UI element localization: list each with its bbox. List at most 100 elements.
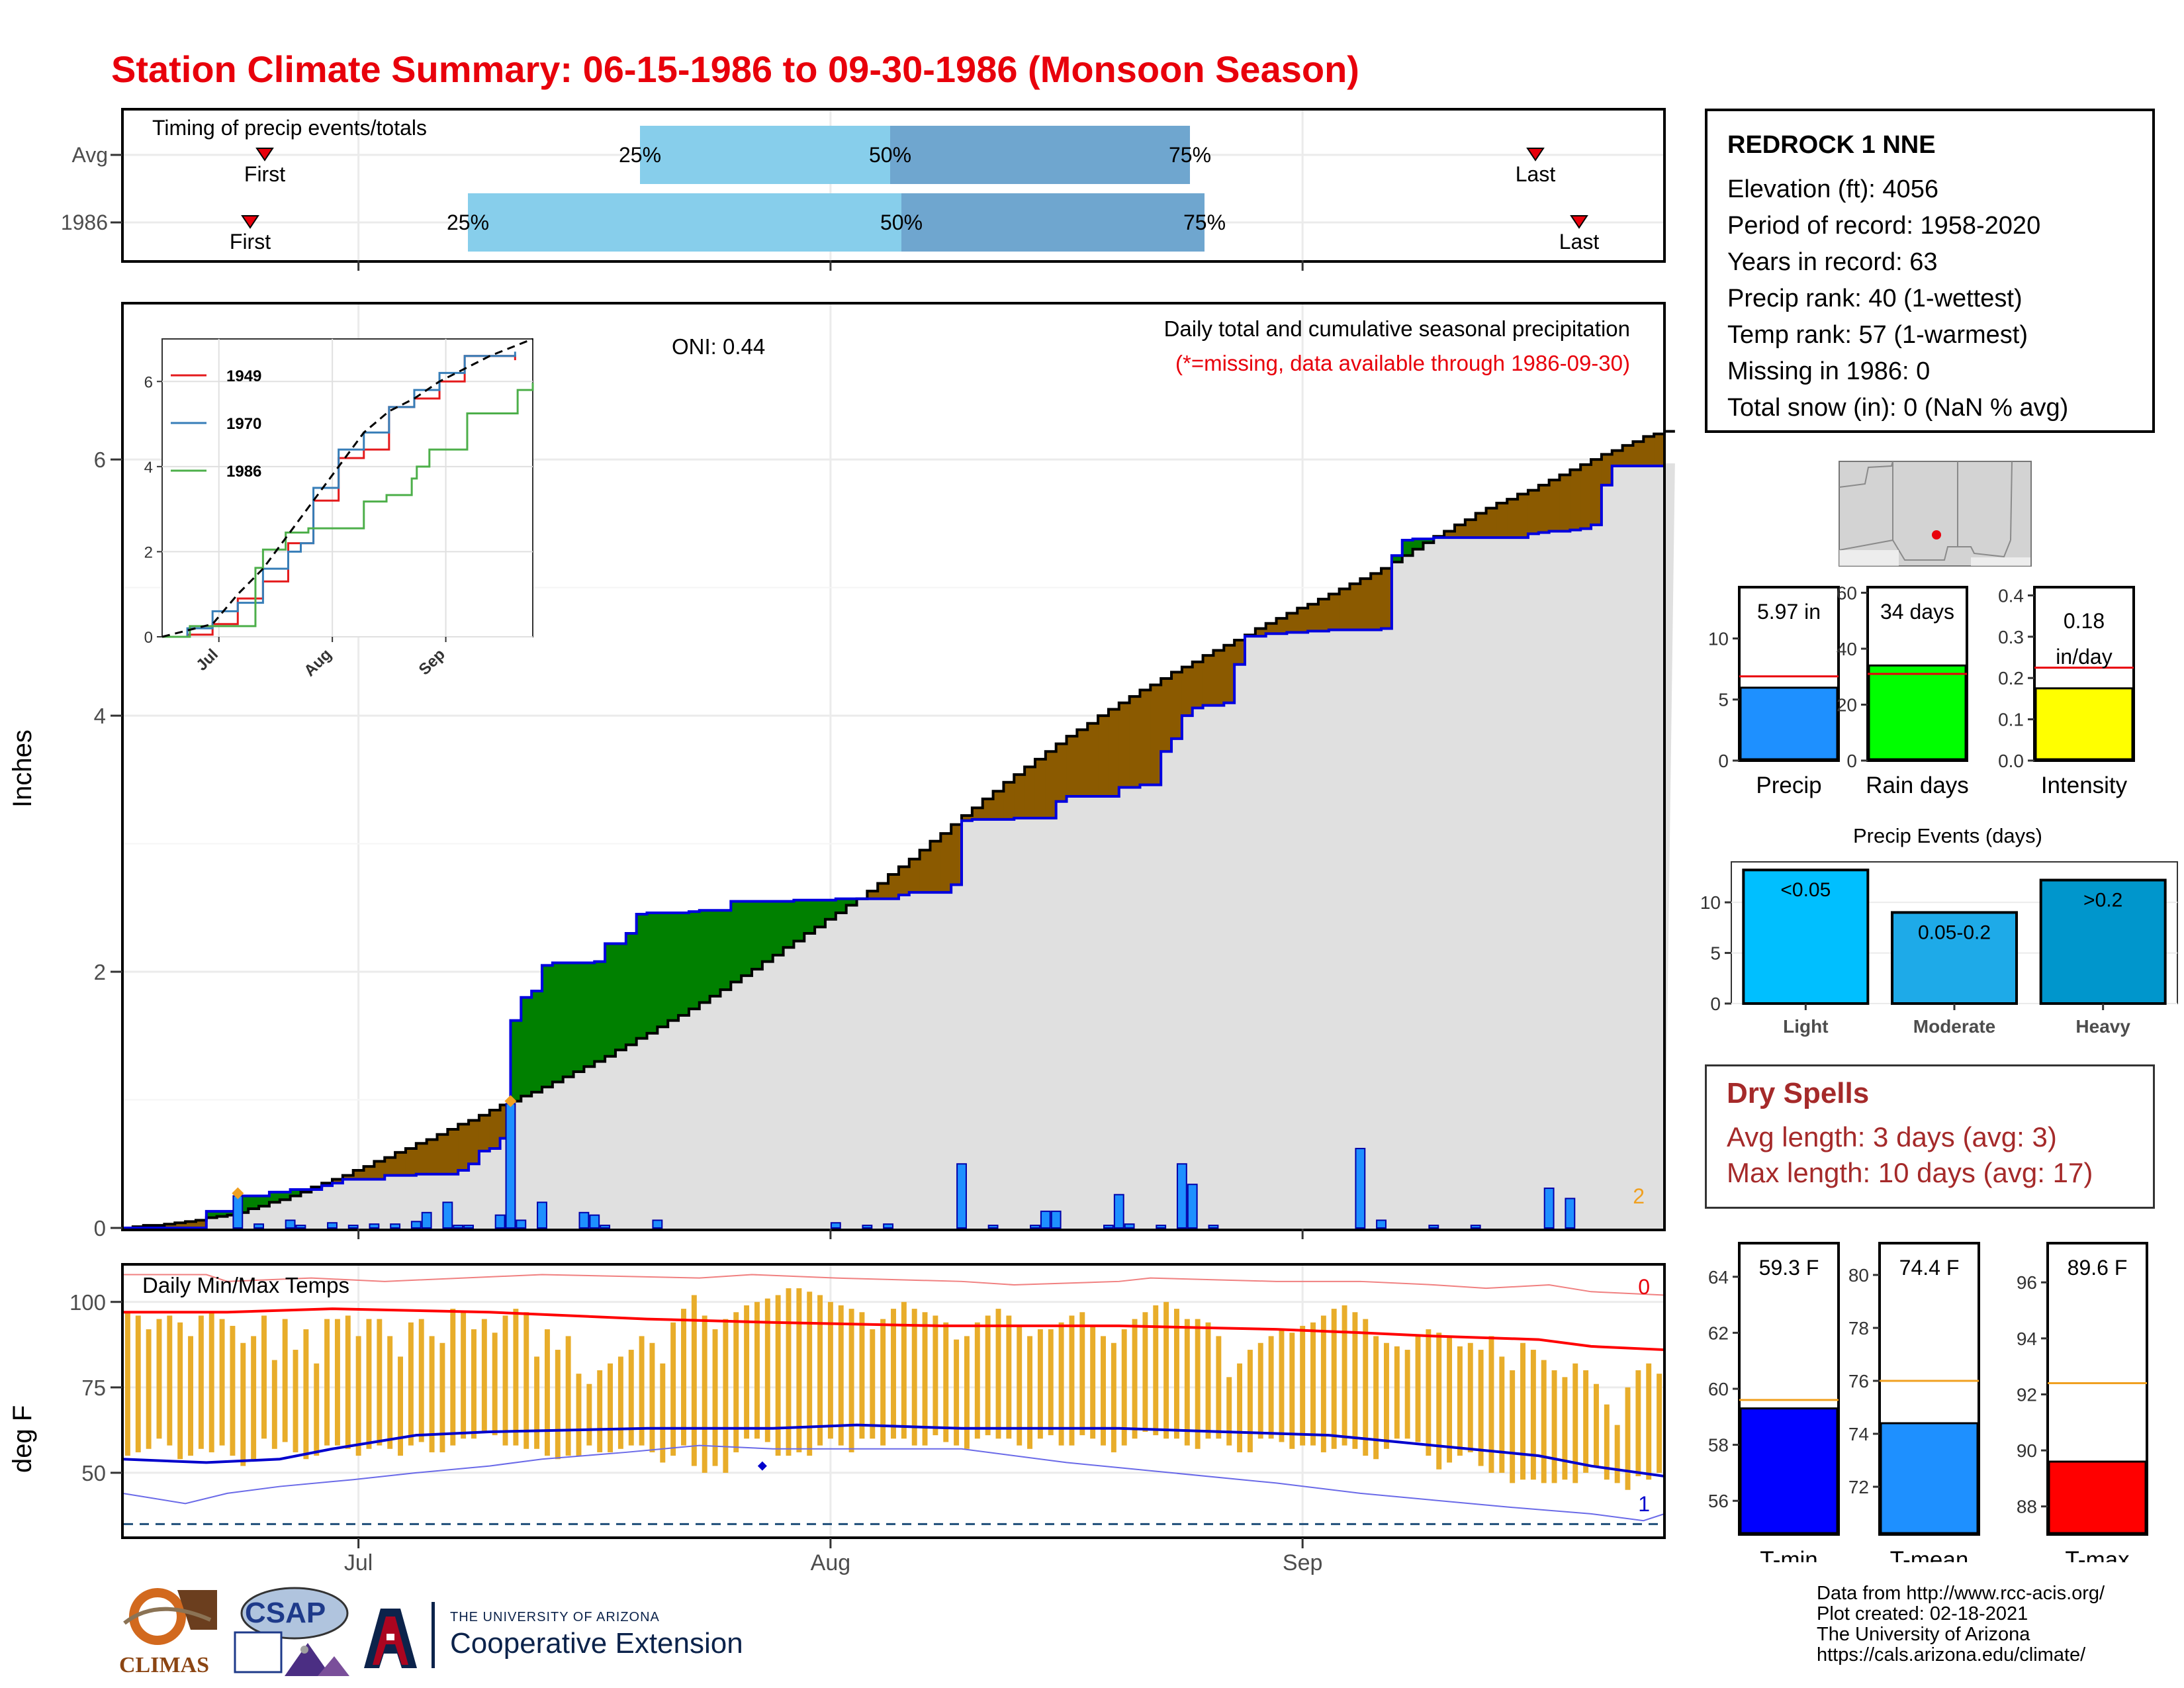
daily-precip-bar bbox=[369, 1223, 380, 1229]
daily-precip-bar bbox=[1030, 1225, 1040, 1229]
above-average-fill bbox=[636, 914, 648, 1039]
daily-temp-bar bbox=[617, 1356, 623, 1449]
below-average-fill bbox=[1003, 782, 1015, 820]
below-average-fill bbox=[1308, 604, 1319, 632]
daily-temp-bar bbox=[1216, 1336, 1222, 1439]
daily-temp-bar bbox=[995, 1309, 1001, 1439]
below-average-fill bbox=[1224, 645, 1235, 703]
footer-line: Plot created: 02-18-2021 bbox=[1817, 1603, 2028, 1624]
below-average-fill bbox=[909, 859, 921, 893]
timing-p75-label: 75% bbox=[1169, 143, 1211, 167]
daily-precip-bar bbox=[589, 1214, 600, 1229]
daily-temp-bar bbox=[324, 1319, 330, 1446]
daily-temp-bar bbox=[502, 1315, 508, 1446]
events-tick-label: 0 bbox=[1710, 994, 1721, 1014]
below-average-fill bbox=[1014, 774, 1025, 818]
daily-temp-bar bbox=[911, 1309, 917, 1446]
ua-block-a-logo bbox=[361, 1602, 420, 1675]
mini-tick-label: 96 bbox=[2017, 1272, 2037, 1293]
daily-precip-bar bbox=[956, 1163, 967, 1229]
above-average-fill bbox=[668, 913, 679, 1021]
station-info-line: Missing in 1986: 0 bbox=[1727, 357, 1931, 385]
mini-tick-label: 76 bbox=[1848, 1371, 1869, 1391]
below-average-fill bbox=[1150, 684, 1161, 785]
daily-temp-bar bbox=[418, 1319, 424, 1442]
below-average-fill bbox=[1570, 469, 1581, 530]
below-average-fill bbox=[1527, 490, 1539, 534]
daily-temp-bar bbox=[334, 1319, 340, 1446]
below-average-fill bbox=[1066, 736, 1077, 796]
daily-temp-bar bbox=[1289, 1333, 1295, 1449]
mini-panel-label: Intensity bbox=[2041, 773, 2128, 798]
below-average-fill bbox=[1192, 661, 1204, 708]
daily-temp-bar bbox=[534, 1356, 540, 1449]
events-tick-label: 10 bbox=[1700, 892, 1721, 913]
dry-spells-line: Avg length: 3 days (avg: 3) bbox=[1727, 1121, 2057, 1152]
events-category-label: Heavy bbox=[2075, 1016, 2130, 1037]
y-tick-label: 100 bbox=[69, 1290, 106, 1315]
timing-p50-label: 50% bbox=[869, 143, 911, 167]
daily-temp-bar bbox=[1121, 1329, 1127, 1446]
above-average-fill bbox=[584, 962, 595, 1067]
daily-temp-bar bbox=[943, 1322, 949, 1442]
below-average-fill bbox=[478, 1115, 490, 1151]
last-marker bbox=[1526, 148, 1545, 162]
daily-precip-bar bbox=[883, 1223, 893, 1229]
below-average-fill bbox=[1381, 568, 1392, 629]
daily-precip-bar bbox=[987, 1225, 999, 1229]
daily-temp-bar bbox=[1604, 1404, 1610, 1480]
footer-line: Data from http://www.rcc-acis.org/ bbox=[1817, 1583, 2105, 1604]
below-average-fill bbox=[175, 1223, 186, 1228]
daily-precip-bar bbox=[453, 1225, 464, 1229]
first-marker bbox=[241, 215, 259, 229]
daily-temp-bar bbox=[1006, 1315, 1012, 1439]
main-chart-area: Avg 25% 50% 75% First Last 1986 25% 50% 75% First L… bbox=[61, 108, 1675, 1575]
dry-spells-title: Dry Spells bbox=[1727, 1077, 1870, 1109]
daily-precip-bar bbox=[1565, 1197, 1576, 1229]
daily-temp-bar bbox=[314, 1363, 320, 1456]
daily-temp-bar bbox=[1132, 1319, 1138, 1439]
daily-temp-bar bbox=[1384, 1342, 1389, 1449]
below-average-fill bbox=[1507, 499, 1518, 538]
below-average-fill bbox=[395, 1152, 406, 1176]
below-average-fill bbox=[426, 1139, 438, 1174]
below-average-fill bbox=[1643, 436, 1655, 466]
daily-temp-bar bbox=[1101, 1336, 1106, 1446]
daily-temp-bar bbox=[1426, 1329, 1432, 1456]
x-axis: Jul Aug Sep bbox=[344, 260, 1322, 1575]
daily-temp-bar bbox=[827, 1301, 833, 1439]
above-average-fill bbox=[825, 900, 837, 919]
daily-temp-bar bbox=[439, 1342, 445, 1452]
above-average-fill bbox=[573, 962, 584, 1072]
daily-record-marker bbox=[232, 1187, 244, 1199]
daily-temp-bar bbox=[1499, 1356, 1505, 1473]
below-average-fill bbox=[1108, 709, 1120, 796]
daily-temp-bar bbox=[891, 1309, 896, 1439]
mini-tick-label: 62 bbox=[1708, 1323, 1729, 1343]
below-average-fill bbox=[1591, 459, 1602, 525]
above-average-fill bbox=[741, 901, 752, 976]
below-average-fill bbox=[1276, 618, 1287, 634]
below-average-fill bbox=[405, 1149, 417, 1176]
daily-precip-bar bbox=[421, 1211, 432, 1229]
daily-temp-bar bbox=[859, 1312, 865, 1439]
daily-temp-bar bbox=[251, 1336, 257, 1460]
daily-temp-bar bbox=[1142, 1312, 1148, 1432]
daily-temp-bar bbox=[796, 1288, 802, 1452]
below-average-fill bbox=[1171, 672, 1183, 739]
daily-temp-bar bbox=[901, 1301, 907, 1439]
daily-temp-bar bbox=[188, 1336, 193, 1456]
mini-panel-bar bbox=[1880, 1422, 1979, 1534]
daily-precip-bar bbox=[253, 1223, 264, 1229]
record-low-count: 1 bbox=[1638, 1492, 1650, 1516]
daily-temp-bar bbox=[597, 1370, 603, 1452]
mini-panel-bar bbox=[1739, 686, 1839, 761]
below-average-fill bbox=[1339, 588, 1350, 630]
below-average-fill bbox=[1161, 679, 1172, 752]
events-category-label: Moderate bbox=[1913, 1016, 1995, 1037]
below-average-fill bbox=[993, 791, 1004, 820]
above-average-fill bbox=[647, 913, 658, 1033]
daily-temp-bar bbox=[1257, 1342, 1263, 1439]
daily-temp-bar bbox=[355, 1336, 361, 1456]
below-average-fill bbox=[1518, 494, 1529, 538]
